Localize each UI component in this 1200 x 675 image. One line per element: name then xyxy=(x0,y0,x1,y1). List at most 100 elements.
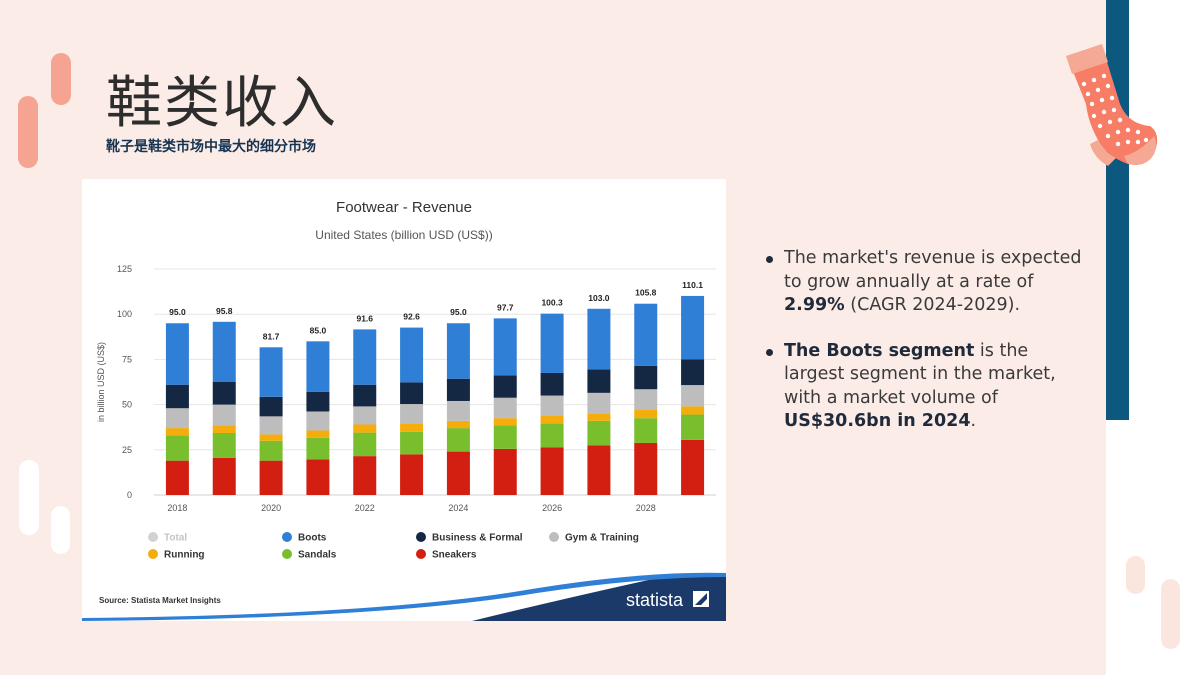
legend-label: Sandals xyxy=(298,550,337,561)
decor-pill xyxy=(19,460,39,535)
chart-subtitle: United States (billion USD (US$)) xyxy=(82,228,726,242)
bar-segment-business-formal xyxy=(681,359,704,385)
decor-pill xyxy=(51,506,70,554)
bar-segment-running xyxy=(400,424,423,432)
legend-label: Running xyxy=(164,550,205,561)
bar-segment-boots xyxy=(541,314,564,373)
legend-label: Sneakers xyxy=(432,550,477,561)
bar-segment-sandals xyxy=(447,428,470,452)
bar-total-label: 85.0 xyxy=(310,325,327,335)
bar-segment-running xyxy=(213,425,236,433)
bar-segment-business-formal xyxy=(353,385,376,407)
y-tick-label: 125 xyxy=(117,264,132,274)
bar-segment-running xyxy=(260,434,283,440)
bar-segment-sandals xyxy=(166,435,189,460)
bar-segment-sandals xyxy=(213,433,236,458)
bar-segment-sneakers xyxy=(541,447,564,495)
bar-segment-business-formal xyxy=(306,392,329,412)
x-tick-label: 2018 xyxy=(167,503,187,513)
bar-total-label: 100.3 xyxy=(541,298,563,308)
legend-marker xyxy=(549,532,559,542)
bar-segment-running xyxy=(681,406,704,414)
bar-segment-gym-training xyxy=(681,385,704,406)
bar-segment-gym-training xyxy=(306,411,329,430)
bar-segment-boots xyxy=(587,309,610,370)
decor-pill xyxy=(1126,556,1145,594)
bar-segment-sneakers xyxy=(587,445,610,495)
bar-segment-business-formal xyxy=(213,382,236,405)
legend-marker xyxy=(148,549,158,559)
decor-pill xyxy=(1161,579,1180,649)
y-tick-label: 0 xyxy=(127,490,132,500)
bar-segment-sneakers xyxy=(634,443,657,495)
bar-total-label: 97.7 xyxy=(497,302,514,312)
bar-total-label: 105.8 xyxy=(635,288,657,298)
bar-total-label: 110.1 xyxy=(682,280,703,290)
bar-segment-boots xyxy=(681,296,704,359)
legend-marker xyxy=(148,532,158,542)
chart-card: 0 25 50 75 100 125 in billion USD (US$) 95.0 201… xyxy=(82,179,726,621)
bar-segment-gym-training xyxy=(213,405,236,426)
bar-segment-boots xyxy=(353,329,376,384)
bar-segment-sandals xyxy=(541,424,564,448)
bar-segment-running xyxy=(587,413,610,421)
bar-segment-running xyxy=(447,421,470,428)
slide-subtitle: 靴子是鞋类市场中最大的细分市场 xyxy=(106,140,316,154)
bar-segment-sandals xyxy=(353,433,376,457)
bar-segment-boots xyxy=(166,323,189,384)
bar-segment-gym-training xyxy=(447,401,470,421)
legend-label: Boots xyxy=(298,533,327,544)
bar-segment-gym-training xyxy=(541,396,564,416)
revenue-chart: 0 25 50 75 100 125 in billion USD (US$) 95.0 201… xyxy=(82,179,726,621)
statista-logo-icon xyxy=(693,591,709,607)
bar-segment-business-formal xyxy=(541,373,564,396)
bar-segment-running xyxy=(306,430,329,437)
bar-segment-running xyxy=(353,424,376,432)
bar-segment-business-formal xyxy=(634,366,657,390)
bar-segment-running xyxy=(634,410,657,418)
bar-segment-boots xyxy=(447,323,470,379)
bar-segment-gym-training xyxy=(166,408,189,428)
bar-segment-sneakers xyxy=(400,454,423,495)
bar-segment-business-formal xyxy=(166,385,189,409)
x-tick-label: 2028 xyxy=(636,503,656,513)
legend-marker xyxy=(282,532,292,542)
bar-total-label: 103.0 xyxy=(588,293,610,303)
bar-segment-sneakers xyxy=(353,456,376,495)
bar-segment-gym-training xyxy=(353,406,376,424)
statista-logo-text: statista xyxy=(626,590,684,610)
bar-segment-sneakers xyxy=(166,461,189,495)
bar-segment-sneakers xyxy=(447,452,470,495)
bar-segment-business-formal xyxy=(587,369,610,393)
bar-segment-boots xyxy=(306,341,329,392)
legend-marker xyxy=(416,549,426,559)
x-tick-label: 2024 xyxy=(448,503,468,513)
y-tick-label: 100 xyxy=(117,309,132,319)
bar-total-label: 95.0 xyxy=(169,307,186,317)
bar-segment-sneakers xyxy=(213,458,236,495)
legend-marker xyxy=(416,532,426,542)
bar-segment-sneakers xyxy=(681,440,704,495)
legend-label: Gym & Training xyxy=(565,533,639,544)
bar-segment-running xyxy=(494,418,517,425)
legend-marker xyxy=(282,549,292,559)
y-axis-label: in billion USD (US$) xyxy=(96,342,106,422)
sock-icon xyxy=(1058,44,1162,172)
chart-source: Source: Statista Market Insights xyxy=(99,596,221,605)
bar-segment-sandals xyxy=(306,438,329,460)
bar-segment-business-formal xyxy=(494,375,517,397)
bar-segment-boots xyxy=(213,322,236,382)
x-tick-label: 2026 xyxy=(542,503,562,513)
bar-segment-running xyxy=(166,428,189,435)
bar-segment-sneakers xyxy=(260,461,283,495)
bar-segment-sandals xyxy=(400,432,423,455)
slide-title: 鞋类收入 xyxy=(106,76,338,132)
bar-total-label: 91.6 xyxy=(356,313,373,323)
x-tick-label: 2022 xyxy=(355,503,375,513)
bullet-cagr: The market's revenue is expected to grow… xyxy=(764,247,1084,318)
bullet-list: The market's revenue is expected to grow… xyxy=(764,247,1084,456)
bar-segment-sandals xyxy=(587,421,610,445)
x-tick-label: 2020 xyxy=(261,503,281,513)
bar-total-label: 92.6 xyxy=(403,312,420,322)
bar-segment-sandals xyxy=(260,441,283,461)
